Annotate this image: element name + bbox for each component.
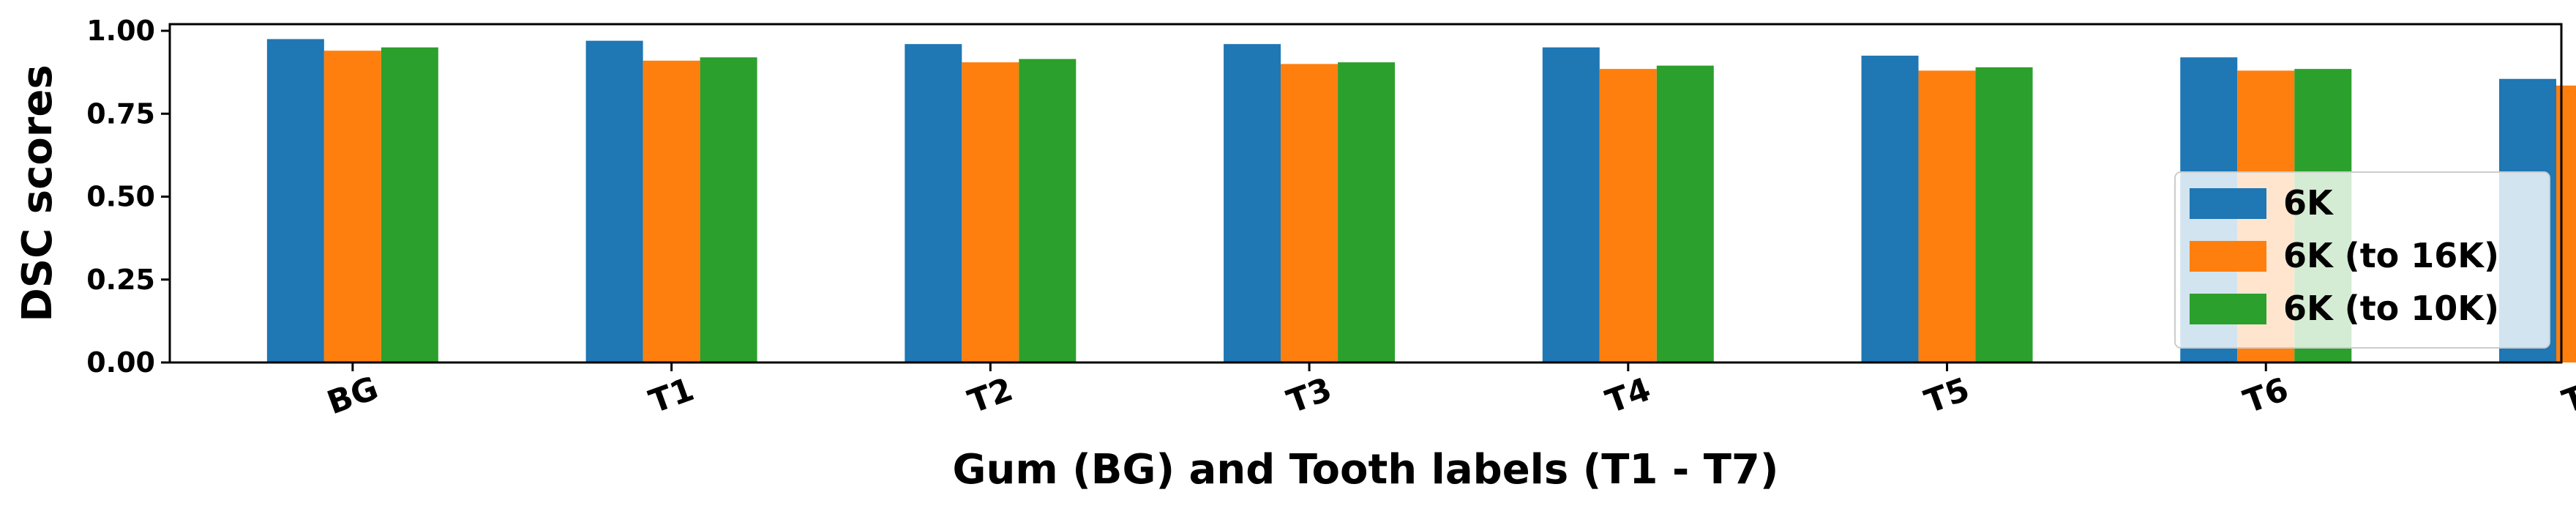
x-tick-label: T4: [1601, 371, 1655, 421]
x-tick-label: T3: [1282, 371, 1336, 421]
bar-t3-series-2: [1281, 64, 1338, 363]
bars-group: [266, 39, 2576, 363]
x-tick-label: T5: [1920, 371, 1974, 421]
bar-t2-series-3: [1019, 59, 1077, 362]
bar-t1-series-3: [700, 57, 757, 362]
y-axis-ticks: 0.00 0.25 0.50 0.75 1.00: [86, 15, 170, 379]
x-tick-label: T2: [963, 371, 1017, 421]
legend-box: [2174, 171, 2550, 349]
bar-t2-series-1: [905, 44, 962, 362]
bar-t2-series-2: [962, 62, 1019, 363]
bar-t5-series-3: [1975, 67, 2033, 362]
x-tick-label: T1: [645, 371, 699, 421]
plot-frame: [168, 23, 2563, 364]
bar-bg-series-2: [323, 51, 381, 362]
bar-t4-series-2: [1599, 69, 1657, 362]
x-axis-label: Gum (BG) and Tooth labels (T1 - T7): [953, 446, 1779, 494]
bar-t4-series-1: [1542, 47, 1600, 363]
bar-t5-series-2: [1918, 70, 1976, 362]
x-tick-label: T7: [2558, 371, 2576, 421]
y-tick-label: 1.00: [86, 15, 155, 47]
legend: 6K 6K (to 16K) 6K (to 10K): [2174, 171, 2550, 349]
x-axis-ticks: BG T1 T2 T3 T4 T5 T6 T7: [323, 362, 2576, 422]
legend-swatch: [2190, 294, 2266, 324]
legend-label: 6K (to 10K): [2283, 289, 2499, 328]
y-tick-label: 0.75: [86, 97, 155, 130]
legend-swatch: [2190, 241, 2266, 272]
y-tick-label: 0.50: [86, 181, 155, 213]
bar-t3-series-1: [1224, 44, 1281, 362]
legend-swatch: [2190, 188, 2266, 219]
bar-t4-series-3: [1656, 65, 1714, 362]
x-tick-label: T6: [2239, 371, 2293, 421]
legend-label: 6K: [2283, 183, 2334, 223]
bar-t3-series-3: [1338, 62, 1396, 363]
bar-t1-series-2: [643, 60, 700, 362]
y-axis-label: DSC scores: [14, 64, 61, 321]
bar-t1-series-1: [585, 40, 643, 362]
y-tick-label: 0.00: [86, 346, 155, 379]
y-tick-label: 0.25: [86, 264, 155, 296]
legend-label: 6K (to 16K): [2283, 236, 2499, 275]
bar-bg-series-3: [381, 47, 438, 363]
bar-t7-series-2: [2556, 85, 2576, 362]
x-tick-label: BG: [323, 370, 383, 423]
bar-bg-series-1: [266, 39, 324, 362]
bar-t5-series-1: [1861, 56, 1919, 362]
